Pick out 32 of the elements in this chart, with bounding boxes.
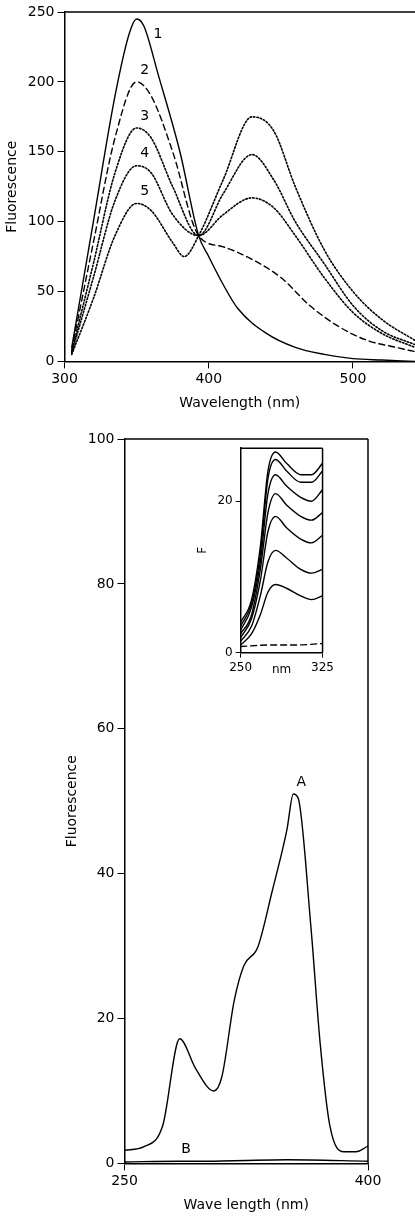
y-axis-title: F — [195, 546, 210, 554]
y-tick-label: 20 — [96, 1009, 115, 1026]
annotation: 1 — [153, 24, 163, 41]
y-tick-label: 0 — [105, 1154, 115, 1171]
y-tick-label: 150 — [27, 142, 55, 159]
y-tick-label: 50 — [36, 282, 55, 299]
y-tick-label: 80 — [96, 574, 115, 591]
y-tick-label: 200 — [27, 72, 55, 89]
annotation: B — [181, 1139, 191, 1156]
annotation: 5 — [140, 182, 150, 199]
annotation: 4 — [140, 144, 150, 161]
x-tick-label: 500 — [339, 370, 367, 387]
y-tick-label: 60 — [96, 719, 115, 736]
x-axis-title: nm — [271, 661, 292, 676]
annotation: 2 — [140, 60, 150, 77]
y-tick-label: 0 — [225, 644, 233, 659]
y-tick-label: 20 — [217, 493, 233, 508]
annotation: A — [296, 772, 307, 789]
x-axis-title: Wavelength (nm) — [179, 394, 301, 411]
y-tick-label: 100 — [87, 429, 115, 446]
x-tick-label: 400 — [195, 370, 223, 387]
x-tick-label: 300 — [51, 370, 78, 387]
x-tick-label: 400 — [354, 1172, 382, 1189]
x-axis-title: Wave length (nm) — [183, 1196, 309, 1213]
y-tick-label: 100 — [27, 212, 55, 229]
y-tick-label: 0 — [45, 352, 55, 369]
y-tick-label: 250 — [27, 2, 55, 19]
y-tick-label: 40 — [96, 864, 115, 881]
y-axis-title: Fluorescence — [3, 140, 20, 233]
x-tick-label: 325 — [311, 659, 334, 674]
y-axis-title: Fluorescence — [63, 755, 80, 848]
annotation: 3 — [140, 106, 150, 123]
